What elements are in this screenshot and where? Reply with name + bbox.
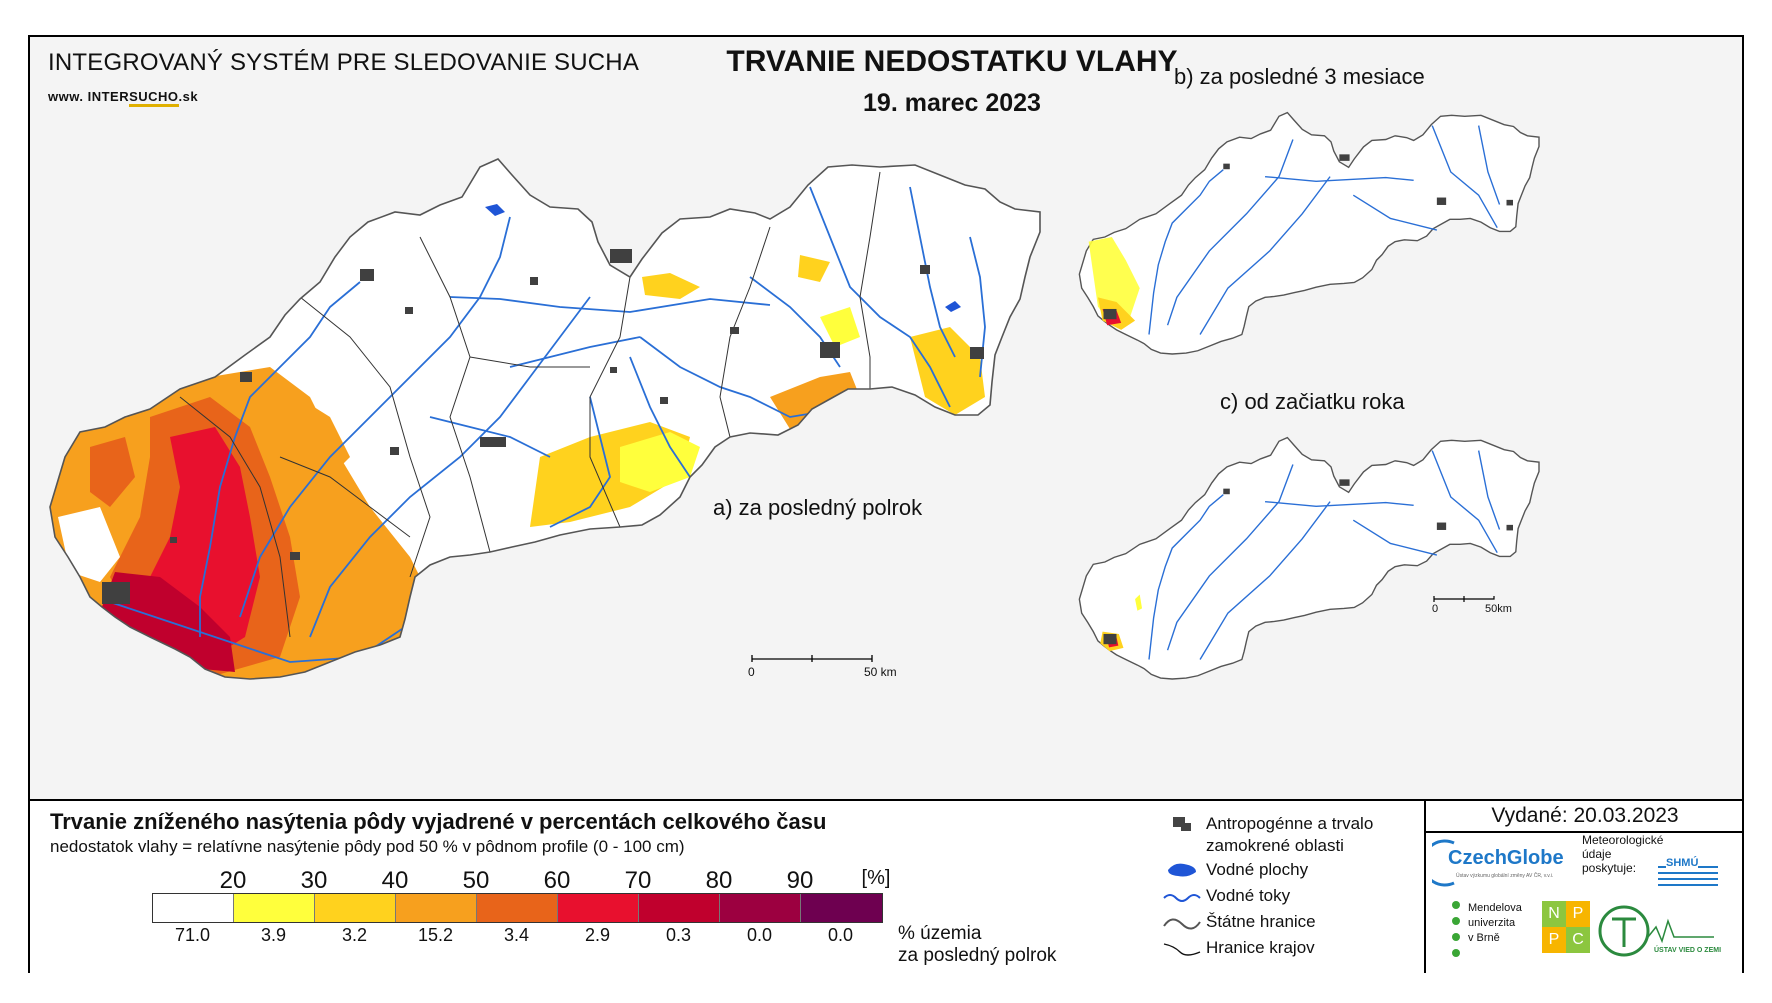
uvz-name: ÚSTAV VIED O ZEMI xyxy=(1654,947,1722,954)
color-scale xyxy=(152,893,883,923)
czechglobe-subtitle: Ústav výzkumu globální změny AV ČR, v.v.… xyxy=(1456,873,1554,879)
scale-end-main: 50 km xyxy=(864,665,897,679)
color-class xyxy=(234,894,315,922)
map-frame: INTEGROVANÝ SYSTÉM PRE SLEDOVANIE SUCHA … xyxy=(28,35,1744,973)
state-border xyxy=(49,158,1041,680)
color-class xyxy=(720,894,801,922)
color-class xyxy=(153,894,234,922)
map-b xyxy=(1078,111,1540,355)
water-body xyxy=(945,301,961,312)
nppc-logo: N P P C xyxy=(1542,901,1590,953)
color-class xyxy=(315,894,396,922)
website-url: www. INTERSUCHO.sk xyxy=(48,89,198,107)
threshold-label: 50 xyxy=(462,867,490,894)
legend-title: Trvanie zníženého nasýtenia pôdy vyjadre… xyxy=(50,809,827,834)
color-class xyxy=(801,894,882,922)
scale-zero-small: 0 xyxy=(1432,603,1439,615)
percentages: 71.0 3.9 3.2 15.2 3.4 2.9 0.3 0.0 0.0 xyxy=(152,925,881,946)
issued-date: Vydané: 20.03.2023 xyxy=(1426,801,1744,833)
map-area: INTEGROVANÝ SYSTÉM PRE SLEDOVANIE SUCHA … xyxy=(30,37,1742,799)
color-class xyxy=(558,894,639,922)
percentage-value: 3.4 xyxy=(503,925,530,945)
drought-zones xyxy=(50,255,985,679)
percentage-value: 71.0 xyxy=(174,925,211,945)
threshold-label: 80 xyxy=(705,867,733,894)
map-date: 19. marec 2023 xyxy=(863,89,1041,117)
symbol-row: Hranice krajov xyxy=(1158,935,1373,961)
meteo-credit: Meteorologické údaje poskytuje: xyxy=(1582,833,1664,875)
unit-label: [%] xyxy=(861,867,891,889)
percentage-value: 2.9 xyxy=(584,925,611,945)
state-border-icon xyxy=(1158,911,1206,933)
credits-box: Vydané: 20.03.2023 CzechGlobe Ústav výzk… xyxy=(1424,801,1744,973)
region-border-icon xyxy=(1158,937,1206,959)
map-c xyxy=(1078,436,1540,680)
title-block: TRVANIE NEDOSTATKU VLAHY 19. marec 2023 xyxy=(652,45,1252,118)
threshold-label: 40 xyxy=(381,867,409,894)
region-borders xyxy=(179,171,881,638)
scale-end-small: 50km xyxy=(1485,603,1512,615)
color-class xyxy=(477,894,558,922)
urban-areas xyxy=(102,249,984,604)
main-map xyxy=(49,158,1041,680)
percentage-value: 0.3 xyxy=(665,925,692,945)
scale-bar-small xyxy=(1433,596,1495,602)
scale-zero-main: 0 xyxy=(748,665,755,679)
symbol-row: Štátne hranice xyxy=(1158,909,1373,935)
map-c-label: c) od začiatku roka xyxy=(1220,389,1405,414)
mendelu-dots xyxy=(1452,901,1460,957)
legend-thresholds: 20 30 40 50 60 70 80 90 [%] xyxy=(150,867,950,895)
threshold-label: 90 xyxy=(786,867,814,894)
threshold-label: 60 xyxy=(543,867,571,894)
urban-area-icon xyxy=(1158,813,1206,835)
partner-logos: CzechGlobe Ústav výzkumu globální změny … xyxy=(1426,833,1744,973)
symbol-row: Vodné toky xyxy=(1158,883,1373,909)
shmu-name: SHMÚ xyxy=(1666,857,1699,869)
water-body xyxy=(485,204,505,216)
mendelu-name: Mendelova univerzita v Brně xyxy=(1468,902,1522,944)
percentage-value: 3.9 xyxy=(260,925,287,945)
map-b-label: b) za posledné 3 mesiace xyxy=(1174,64,1425,89)
threshold-label: 20 xyxy=(219,867,247,894)
system-name: INTEGROVANÝ SYSTÉM PRE SLEDOVANIE SUCHA xyxy=(48,49,640,76)
percentage-value: 3.2 xyxy=(341,925,368,945)
symbol-legend: Antropogénne a trvalo zamokrené oblasti … xyxy=(1158,813,1373,961)
czechglobe-logo xyxy=(1432,839,1455,887)
color-class xyxy=(396,894,477,922)
percentage-value: 0.0 xyxy=(746,925,773,945)
threshold-label: 30 xyxy=(300,867,328,894)
main-map-label: a) za posledný polrok xyxy=(713,495,923,520)
water-body-icon xyxy=(1158,859,1206,881)
percentage-value: 15.2 xyxy=(417,925,454,945)
percentage-value: 0.0 xyxy=(827,925,854,945)
map-title: TRVANIE NEDOSTATKU VLAHY xyxy=(726,45,1178,78)
percentage-caption: % územia za posledný polrok xyxy=(898,923,1057,966)
scale-bar-main xyxy=(751,655,873,662)
czechglobe-name: CzechGlobe xyxy=(1448,847,1564,869)
uvz-logo xyxy=(1598,905,1714,957)
river-icon xyxy=(1158,885,1206,907)
symbol-row: Vodné plochy xyxy=(1158,857,1373,883)
color-class xyxy=(639,894,720,922)
legend-subtitle: nedostatok vlahy = relatívne nasýtenie p… xyxy=(50,837,685,856)
symbol-row: Antropogénne a trvalo zamokrené oblasti xyxy=(1158,813,1373,857)
legend-panel: Trvanie zníženého nasýtenia pôdy vyjadre… xyxy=(30,799,1744,973)
threshold-label: 70 xyxy=(624,867,652,894)
